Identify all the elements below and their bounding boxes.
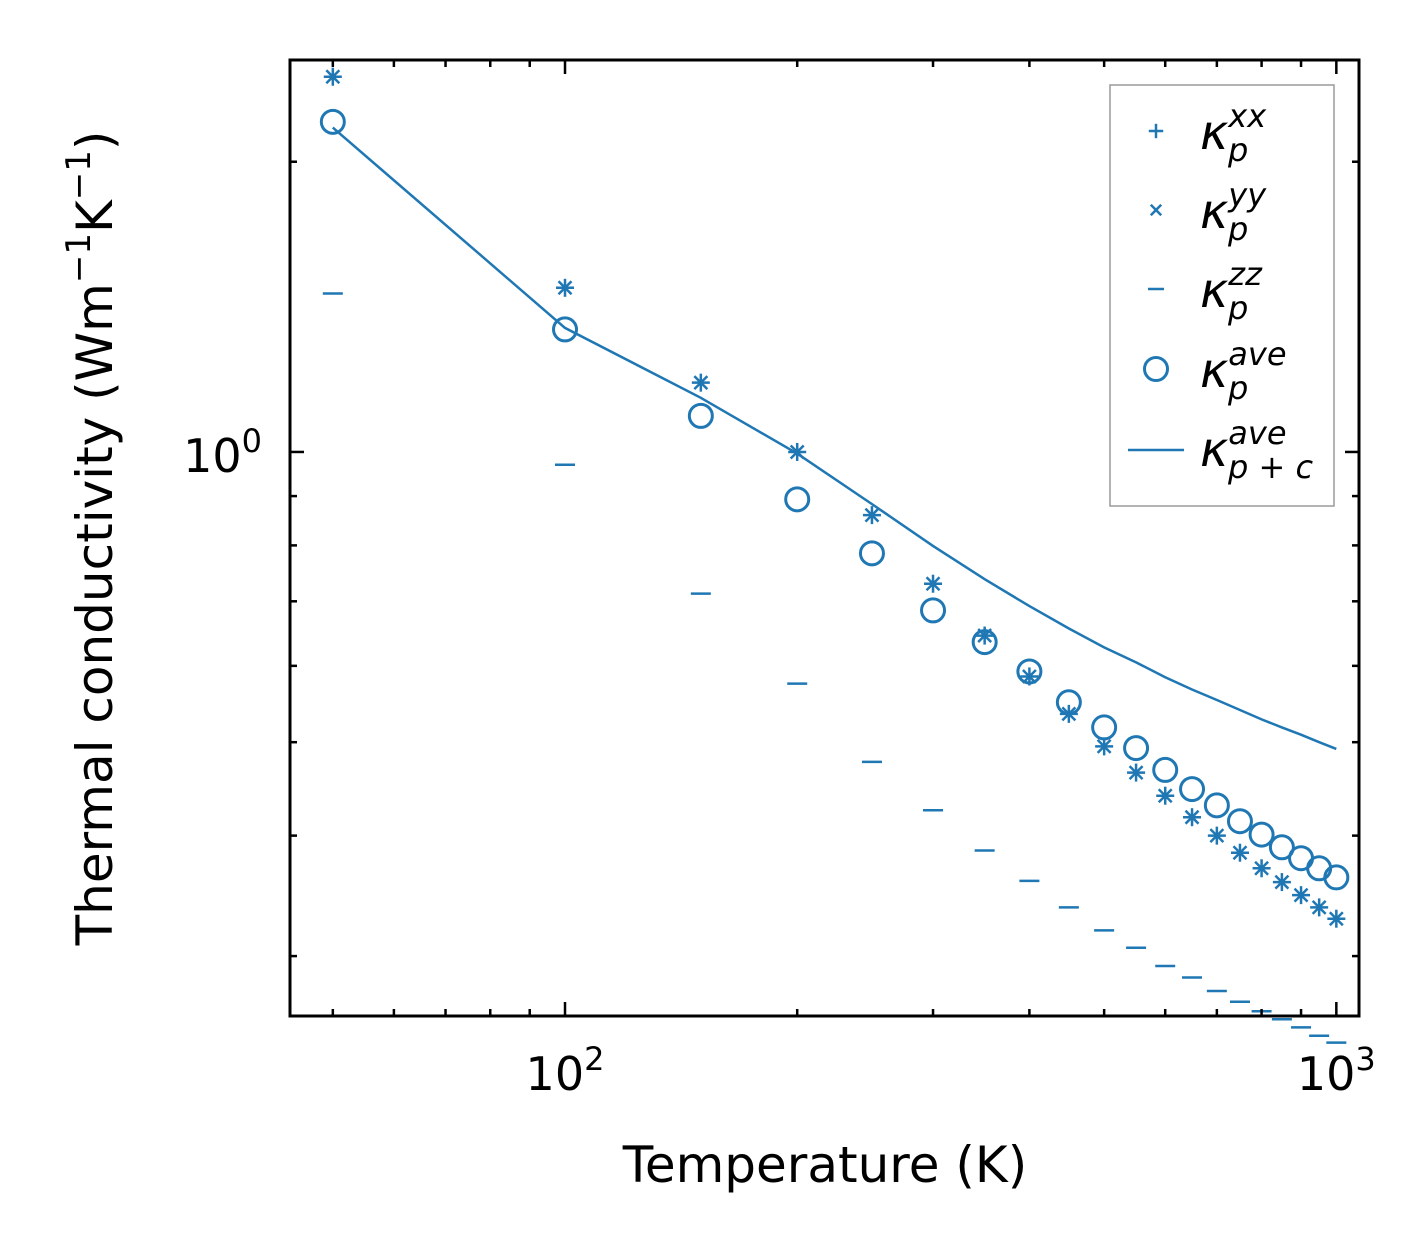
point-ave-5: [920, 597, 947, 624]
legend-marker-ave: [1143, 356, 1169, 382]
y-axis-label-unit-k: K: [66, 199, 124, 233]
point-ave-19: [1323, 864, 1350, 891]
plot-frame: [288, 58, 1361, 1018]
legend-label-ave: κave p: [1200, 335, 1287, 407]
point-yy-1-d2: [557, 280, 573, 296]
y-axis-label-exp-1: −1: [59, 233, 99, 283]
legend-marker-xx: [1148, 123, 1164, 139]
y-axis-label-main: Thermal conductivity (Wm: [66, 283, 124, 946]
point-yy-16: [1274, 874, 1290, 890]
point-ave-4: [858, 540, 885, 567]
legend-label-zz: κzz p: [1200, 255, 1263, 327]
point-yy-12: [1184, 809, 1200, 825]
point-yy-16-d2: [1274, 874, 1290, 890]
point-ave-14: [1226, 808, 1253, 835]
point-yy-4-d2: [864, 507, 880, 523]
point-ave-2: [687, 402, 714, 429]
point-yy-10: [1128, 765, 1144, 780]
legend-markers: [1128, 123, 1184, 452]
legend-box: [1109, 84, 1335, 507]
axis-ticks: [290, 60, 1359, 1016]
point-yy-18: [1311, 900, 1327, 915]
point-yy-18-d2: [1311, 900, 1327, 915]
legend-marker-yy: [1149, 203, 1163, 217]
point-yy-0-d2: [325, 69, 341, 85]
legend-label-yy: κyy p: [1200, 176, 1267, 248]
legend-label-xx: κxx p: [1200, 97, 1267, 169]
point-ave-13: [1203, 792, 1230, 819]
series-ave_pc-line: [331, 126, 1337, 751]
point-yy-17: [1293, 887, 1309, 903]
point-yy-9-d2: [1096, 739, 1112, 754]
point-ave-3: [784, 486, 811, 513]
point-yy-11: [1157, 788, 1173, 804]
point-yy-3-d2: [789, 444, 805, 460]
point-yy-0: [325, 69, 341, 85]
point-yy-2: [693, 375, 709, 391]
axis-tick-labels: 102 103 100: [183, 422, 1376, 1101]
point-yy-4: [864, 507, 880, 523]
point-yy-17-d2: [1293, 887, 1309, 903]
x-axis-label: Temperature (K): [622, 1136, 1027, 1194]
point-yy-5-d2: [925, 576, 941, 592]
point-yy-12-d2: [1184, 809, 1200, 825]
point-yy-14: [1232, 845, 1248, 861]
point-ave-10: [1123, 735, 1150, 762]
y-axis-label-exp-2: −1: [59, 150, 99, 200]
point-yy-13-d2: [1209, 828, 1225, 844]
point-yy-1: [557, 280, 573, 296]
point-yy-15: [1254, 860, 1269, 876]
plot-layer: [319, 67, 1350, 1044]
point-ave-11: [1152, 756, 1179, 783]
legend-label-ave_pc: κave p + c: [1200, 414, 1313, 486]
y-axis-label: Thermal conductivity (Wm−1K−1): [59, 131, 124, 947]
point-yy-19-d2: [1328, 911, 1344, 927]
point-ave-9: [1091, 714, 1118, 741]
y-axis-label-close: ): [66, 131, 124, 151]
point-ave-6: [971, 629, 998, 656]
point-ave-12: [1179, 776, 1206, 803]
x-tick-label-1: 103: [1297, 1040, 1376, 1101]
point-yy-10-d2: [1128, 765, 1144, 780]
point-yy-15-d2: [1254, 860, 1269, 876]
point-yy-19: [1328, 911, 1344, 927]
point-ave-16: [1268, 834, 1295, 861]
point-ave-0: [319, 108, 346, 135]
point-ave-7: [1016, 658, 1043, 685]
y-tick-label-0: 100: [183, 422, 262, 483]
point-ave-8: [1055, 689, 1082, 716]
series-ave: [319, 108, 1350, 891]
point-yy-11-d2: [1157, 788, 1173, 804]
legend-marker-yy-d2: [1149, 203, 1163, 217]
point-yy-14-d2: [1232, 845, 1248, 861]
point-ave-15: [1248, 821, 1275, 848]
point-yy-5: [925, 576, 941, 592]
point-ave-1: [552, 316, 579, 343]
point-yy-2-d2: [693, 375, 709, 391]
point-yy-13: [1209, 828, 1225, 844]
point-yy-9: [1096, 739, 1112, 754]
x-tick-label-0: 102: [526, 1040, 605, 1101]
